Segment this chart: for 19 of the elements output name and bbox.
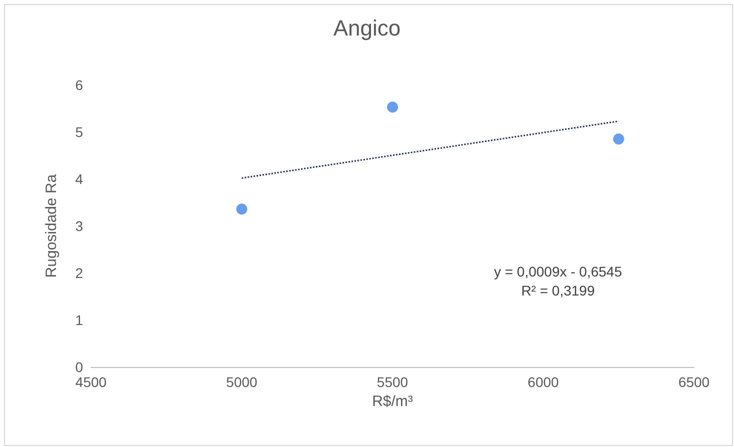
y-tick-label: 3 <box>75 218 84 234</box>
y-tick-label: 2 <box>75 265 84 281</box>
y-tick-label: 4 <box>75 171 84 187</box>
x-tick-label: 5500 <box>376 374 408 390</box>
x-tick-label: 6000 <box>528 374 560 390</box>
x-tick-label: 5000 <box>226 374 258 390</box>
chart-title: Angico <box>333 16 401 40</box>
point <box>236 204 248 215</box>
y-tick-label: 0 <box>75 359 84 375</box>
point <box>613 134 624 145</box>
y-axis-title: Rugosidade Ra <box>43 174 60 278</box>
y-tick-label: 1 <box>75 312 84 328</box>
point <box>387 102 398 113</box>
x-tick-label: 4500 <box>75 374 107 390</box>
annotation: y = 0,0009x - 0,6545 R² = 0,3199 <box>494 264 622 298</box>
y-tick-label: 5 <box>75 124 84 140</box>
y-tick-label: 6 <box>75 77 84 93</box>
x-tick-label: 6500 <box>678 374 710 390</box>
x-axis-title: R$/m³ <box>372 392 413 410</box>
